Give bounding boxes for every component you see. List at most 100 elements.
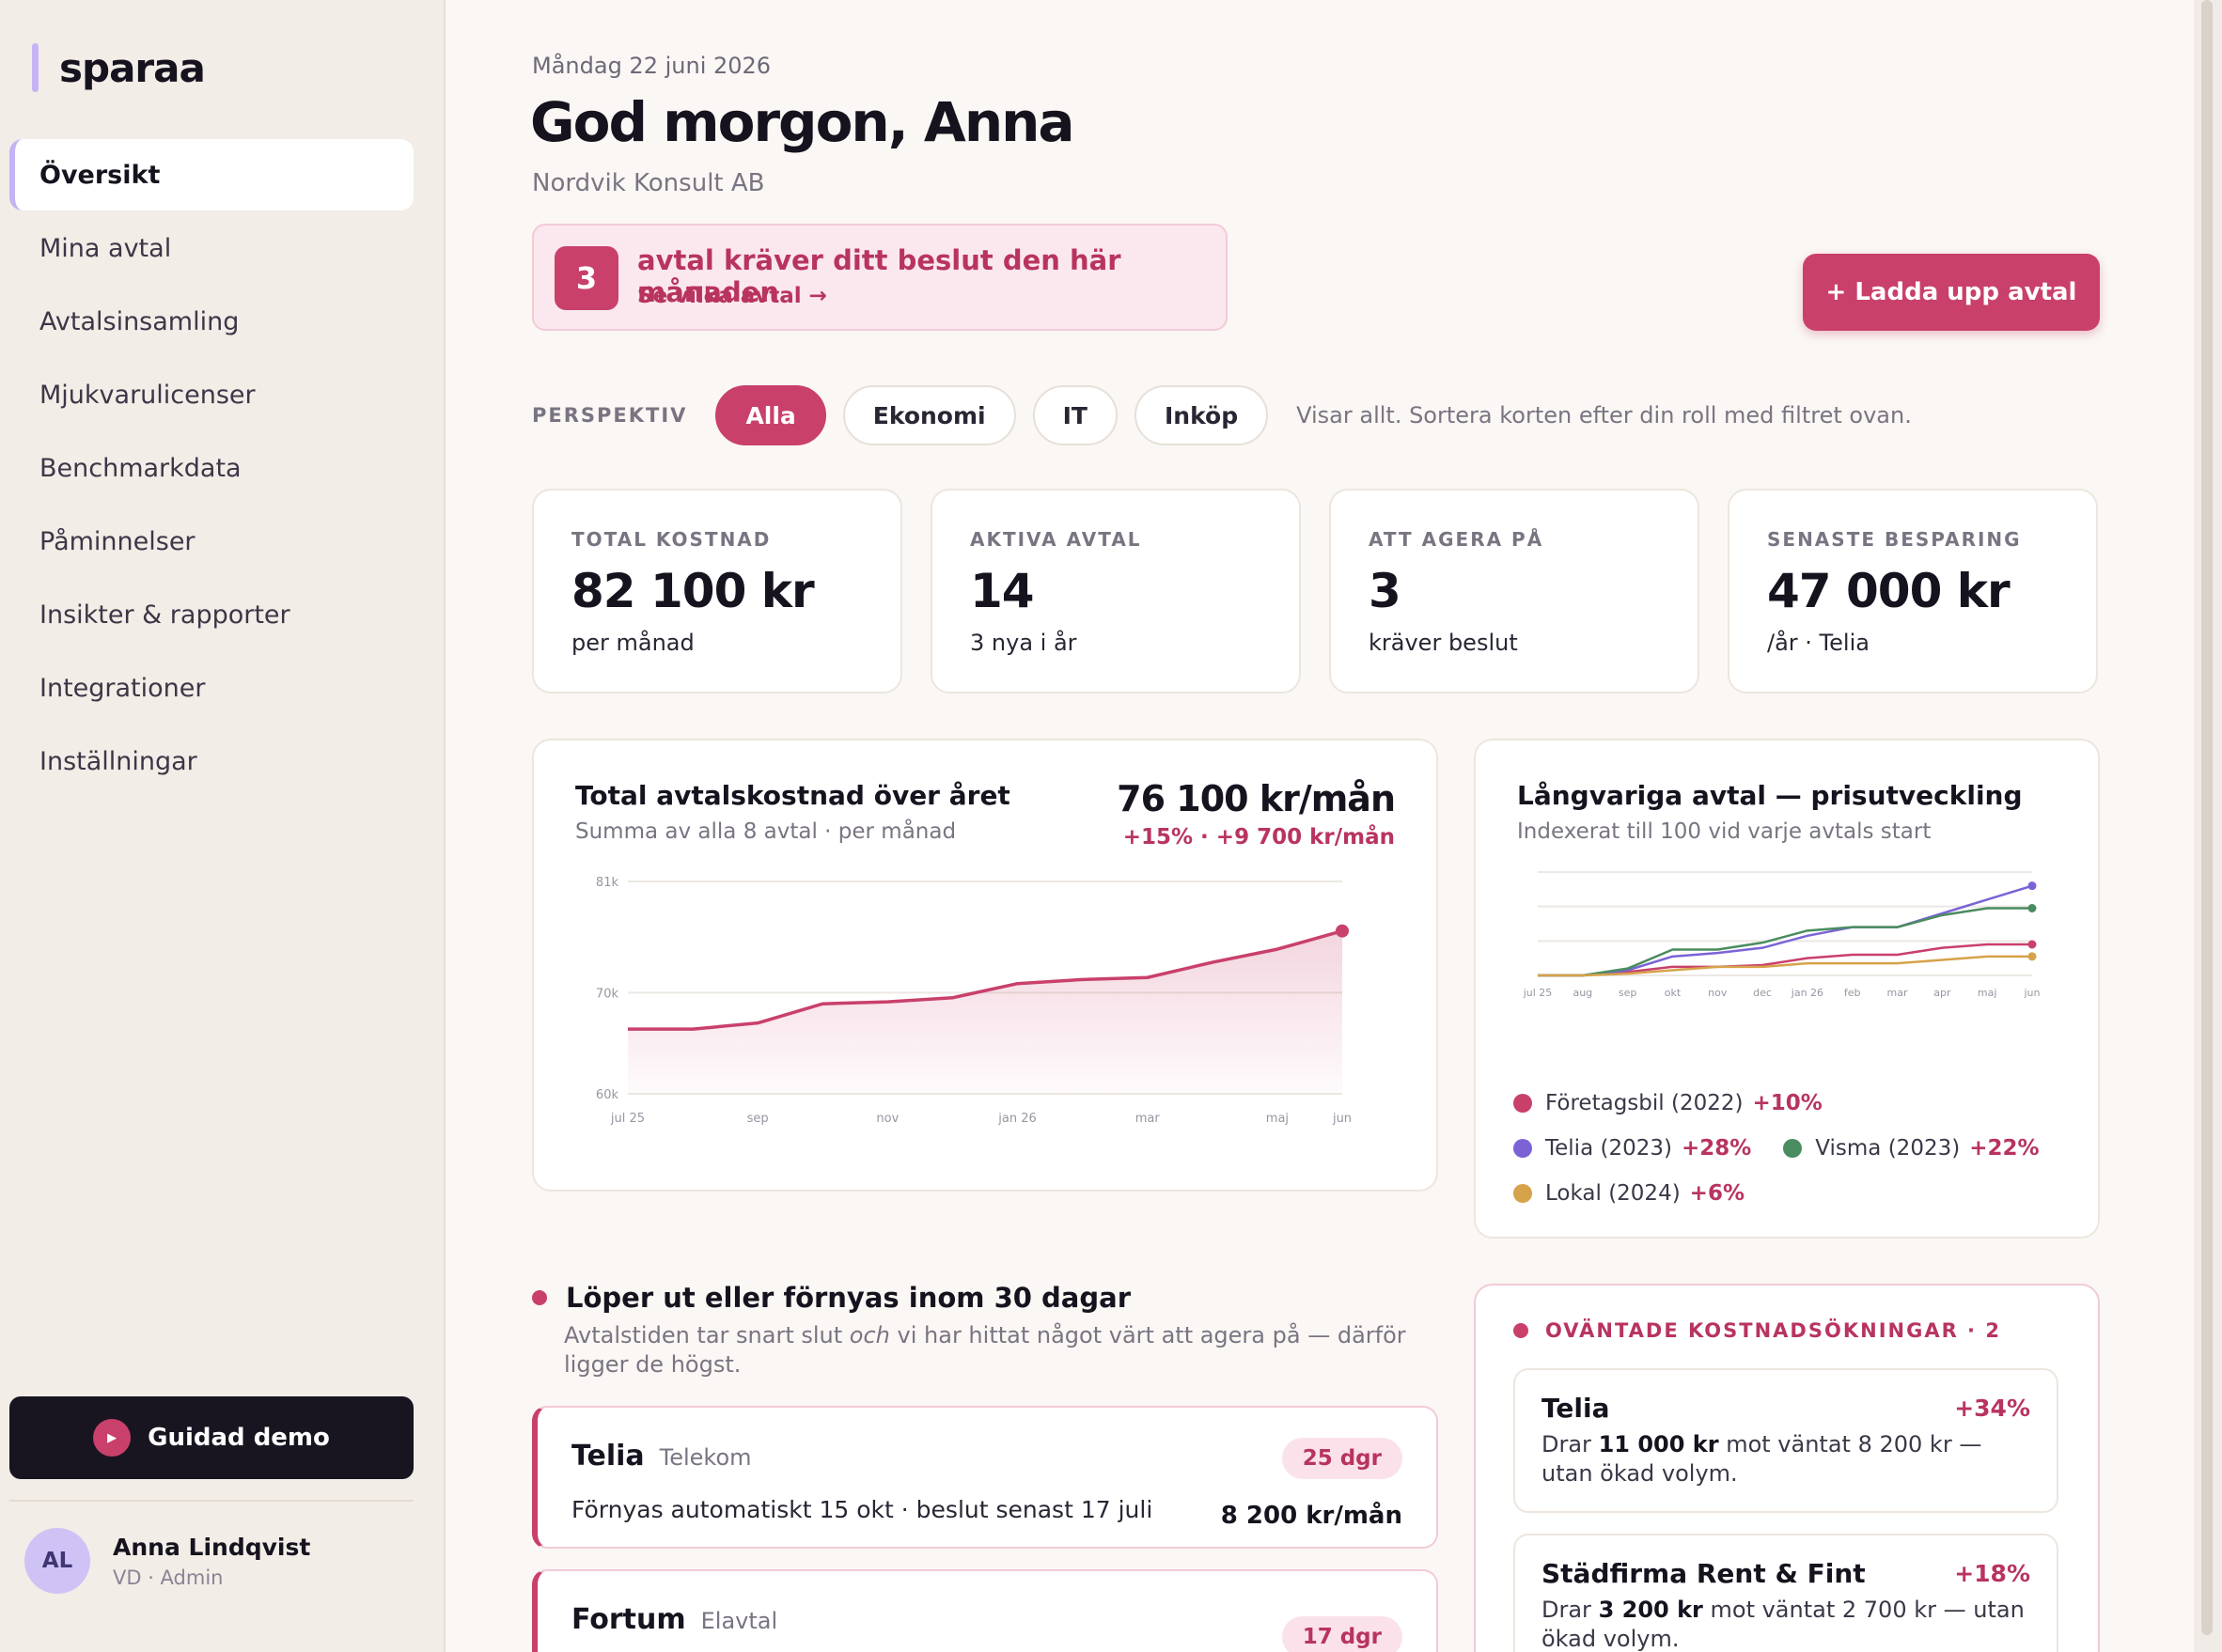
days-left-badge: 17 dgr — [1282, 1616, 1402, 1652]
play-icon: ▶ — [93, 1419, 131, 1457]
increase-name: Telia — [1541, 1393, 1609, 1424]
alert-link[interactable]: Se vilka avtal → — [637, 284, 827, 308]
x-tick-label: feb — [1844, 987, 1861, 999]
scrollbar-thumb[interactable] — [2201, 0, 2213, 1635]
renewals-title: Löper ut eller förnyas inom 30 dagar — [566, 1282, 1131, 1314]
cost-chart-card: Total avtalskostnad över året Summa av a… — [532, 739, 1438, 1192]
x-tick-label: mar — [1887, 987, 1908, 999]
x-tick-label: maj — [1978, 987, 1997, 999]
sidebar-item-paminnelser[interactable]: Påminnelser — [9, 506, 414, 577]
decision-alert[interactable]: 3 avtal kräver ditt beslut den här månad… — [532, 224, 1228, 331]
renewal-card-telia[interactable]: Telia Telekom 25 dgr Förnyas automatiskt … — [532, 1406, 1438, 1549]
increase-card-stadfirma[interactable]: Städfirma Rent & Fint +18% Drar 3 200 kr… — [1513, 1534, 2058, 1652]
cost-chart-delta: +15% · +9 700 kr/mån — [1123, 825, 1395, 849]
user-profile[interactable]: AL Anna Lindqvist VD · Admin — [24, 1528, 310, 1594]
increases-header: OVÄNTADE KOSTNADSÖKNINGAR · 2 — [1513, 1319, 2001, 1342]
index-chart-subtitle: Indexerat till 100 vid varje avtals star… — [1517, 819, 1931, 844]
chip-inkop[interactable]: Inköp — [1134, 385, 1268, 445]
user-name: Anna Lindqvist — [113, 1534, 310, 1561]
sidebar-divider — [9, 1500, 414, 1502]
x-tick-label: jul 25 — [610, 1112, 645, 1126]
sidebar-nav: Översikt Mina avtal Avtalsinsamling Mjuk… — [9, 139, 414, 799]
chip-alla[interactable]: Alla — [715, 385, 825, 445]
renewal-name: Fortum Elavtal — [571, 1603, 777, 1636]
sidebar-item-insikter[interactable]: Insikter & rapporter — [9, 579, 414, 650]
sidebar-item-avtalsinsamling[interactable]: Avtalsinsamling — [9, 286, 414, 357]
series-point — [2028, 904, 2037, 912]
legend-row: Lokal (2024) +6% — [1513, 1171, 2077, 1216]
section-dot — [1513, 1323, 1528, 1338]
legend-dot — [1513, 1139, 1532, 1158]
cost-area — [628, 931, 1342, 1094]
x-tick-label: sep — [747, 1112, 769, 1126]
chip-ekonomi[interactable]: Ekonomi — [843, 385, 1016, 445]
alert-count-badge: 3 — [555, 246, 618, 310]
kpi-value: 14 — [970, 564, 1034, 618]
sidebar-item-benchmarkdata[interactable]: Benchmarkdata — [9, 432, 414, 504]
x-tick-label: dec — [1753, 987, 1772, 999]
increase-amount: 3 200 kr — [1599, 1597, 1703, 1623]
series-point — [2028, 941, 2037, 949]
kpi-card-active-contracts[interactable]: AKTIVA AVTAL 14 3 nya i år — [931, 489, 1301, 694]
index-chart-title: Långvariga avtal — prisutveckling — [1517, 780, 2023, 811]
legend-pct: +22% — [1969, 1136, 2039, 1161]
renewal-category: Telekom — [660, 1444, 752, 1471]
increase-card-telia[interactable]: Telia +34% Drar 11 000 kr mot väntat 8 2… — [1513, 1368, 2058, 1513]
increases-title: OVÄNTADE KOSTNADSÖKNINGAR · 2 — [1545, 1319, 2001, 1342]
increase-desc-prefix: Drar — [1541, 1431, 1599, 1457]
kpi-value: 82 100 kr — [571, 564, 814, 618]
guided-demo-button[interactable]: ▶ Guidad demo — [9, 1396, 414, 1479]
legend-label: Lokal (2024) — [1545, 1181, 1681, 1206]
kpi-card-to-act[interactable]: ATT AGERA PÅ 3 kräver beslut — [1329, 489, 1699, 694]
kpi-label: SENASTE BESPARING — [1767, 528, 2022, 551]
x-tick-label: maj — [1266, 1112, 1289, 1126]
y-tick-label: 60k — [596, 1088, 619, 1102]
renewals-description: Avtalstiden tar snart slut och vi har hi… — [564, 1321, 1410, 1379]
main-content: Måndag 22 juni 2026 God morgon, Anna Nor… — [447, 0, 2190, 1652]
chip-it[interactable]: IT — [1033, 385, 1118, 445]
increase-name: Städfirma Rent & Fint — [1541, 1558, 1866, 1589]
legend-dot — [1513, 1184, 1532, 1203]
cost-chart-value: 76 100 kr/mån — [1117, 778, 1395, 819]
y-tick-label: 70k — [596, 987, 619, 1001]
avatar: AL — [24, 1528, 90, 1594]
kpi-card-total-cost[interactable]: TOTAL KOSTNAD 82 100 kr per månad — [532, 489, 902, 694]
renewal-desc: Förnyas automatiskt 15 okt · beslut sena… — [571, 1496, 1152, 1523]
renewals-header: Löper ut eller förnyas inom 30 dagar — [532, 1282, 1131, 1314]
cost-chart-subtitle: Summa av alla 8 avtal · per månad — [575, 819, 956, 844]
current-date: Måndag 22 juni 2026 — [532, 53, 771, 79]
legend-label: Telia (2023) — [1545, 1136, 1672, 1161]
section-dot — [532, 1290, 547, 1305]
cost-point — [1336, 925, 1349, 938]
legend-label: Företagsbil (2022) — [1545, 1091, 1743, 1115]
x-tick-label: jun — [2024, 987, 2041, 999]
kpi-sub: /år · Telia — [1767, 630, 1870, 656]
scrollbar[interactable] — [2194, 0, 2222, 1652]
kpi-label: TOTAL KOSTNAD — [571, 528, 771, 551]
x-tick-label: nov — [876, 1112, 899, 1126]
kpi-label: AKTIVA AVTAL — [970, 528, 1142, 551]
legend-row: Företagsbil (2022) +10% — [1513, 1081, 2077, 1126]
kpi-card-latest-saving[interactable]: SENASTE BESPARING 47 000 kr /år · Telia — [1728, 489, 2098, 694]
renewal-card-fortum[interactable]: Fortum Elavtal 17 dgr — [532, 1569, 1438, 1652]
logo[interactable]: sparaa — [32, 43, 205, 92]
sidebar-item-integrationer[interactable]: Integrationer — [9, 652, 414, 724]
sidebar-item-oversikt[interactable]: Översikt — [9, 139, 414, 210]
perspective-label: PERSPEKTIV — [532, 404, 687, 427]
legend-label: Visma (2023) — [1815, 1136, 1960, 1161]
legend-dot — [1783, 1139, 1802, 1158]
increase-pct: +34% — [1954, 1395, 2030, 1422]
user-role: VD · Admin — [113, 1566, 310, 1589]
increase-desc: Drar 3 200 kr mot väntat 2 700 kr — utan… — [1541, 1596, 2040, 1652]
sidebar-item-mina-avtal[interactable]: Mina avtal — [9, 212, 414, 284]
renewals-desc-before: Avtalstiden tar snart slut — [564, 1322, 850, 1348]
x-tick-label: nov — [1708, 987, 1728, 999]
x-tick-label: okt — [1665, 987, 1682, 999]
logo-bar — [32, 43, 39, 92]
upload-contract-button[interactable]: + Ladda upp avtal — [1803, 254, 2100, 331]
sidebar-item-installningar[interactable]: Inställningar — [9, 725, 414, 797]
sidebar-item-mjukvarulicenser[interactable]: Mjukvarulicenser — [9, 359, 414, 430]
kpi-label: ATT AGERA PÅ — [1369, 528, 1543, 551]
legend-pct: +28% — [1682, 1136, 1751, 1161]
legend-pct: +10% — [1752, 1091, 1822, 1115]
